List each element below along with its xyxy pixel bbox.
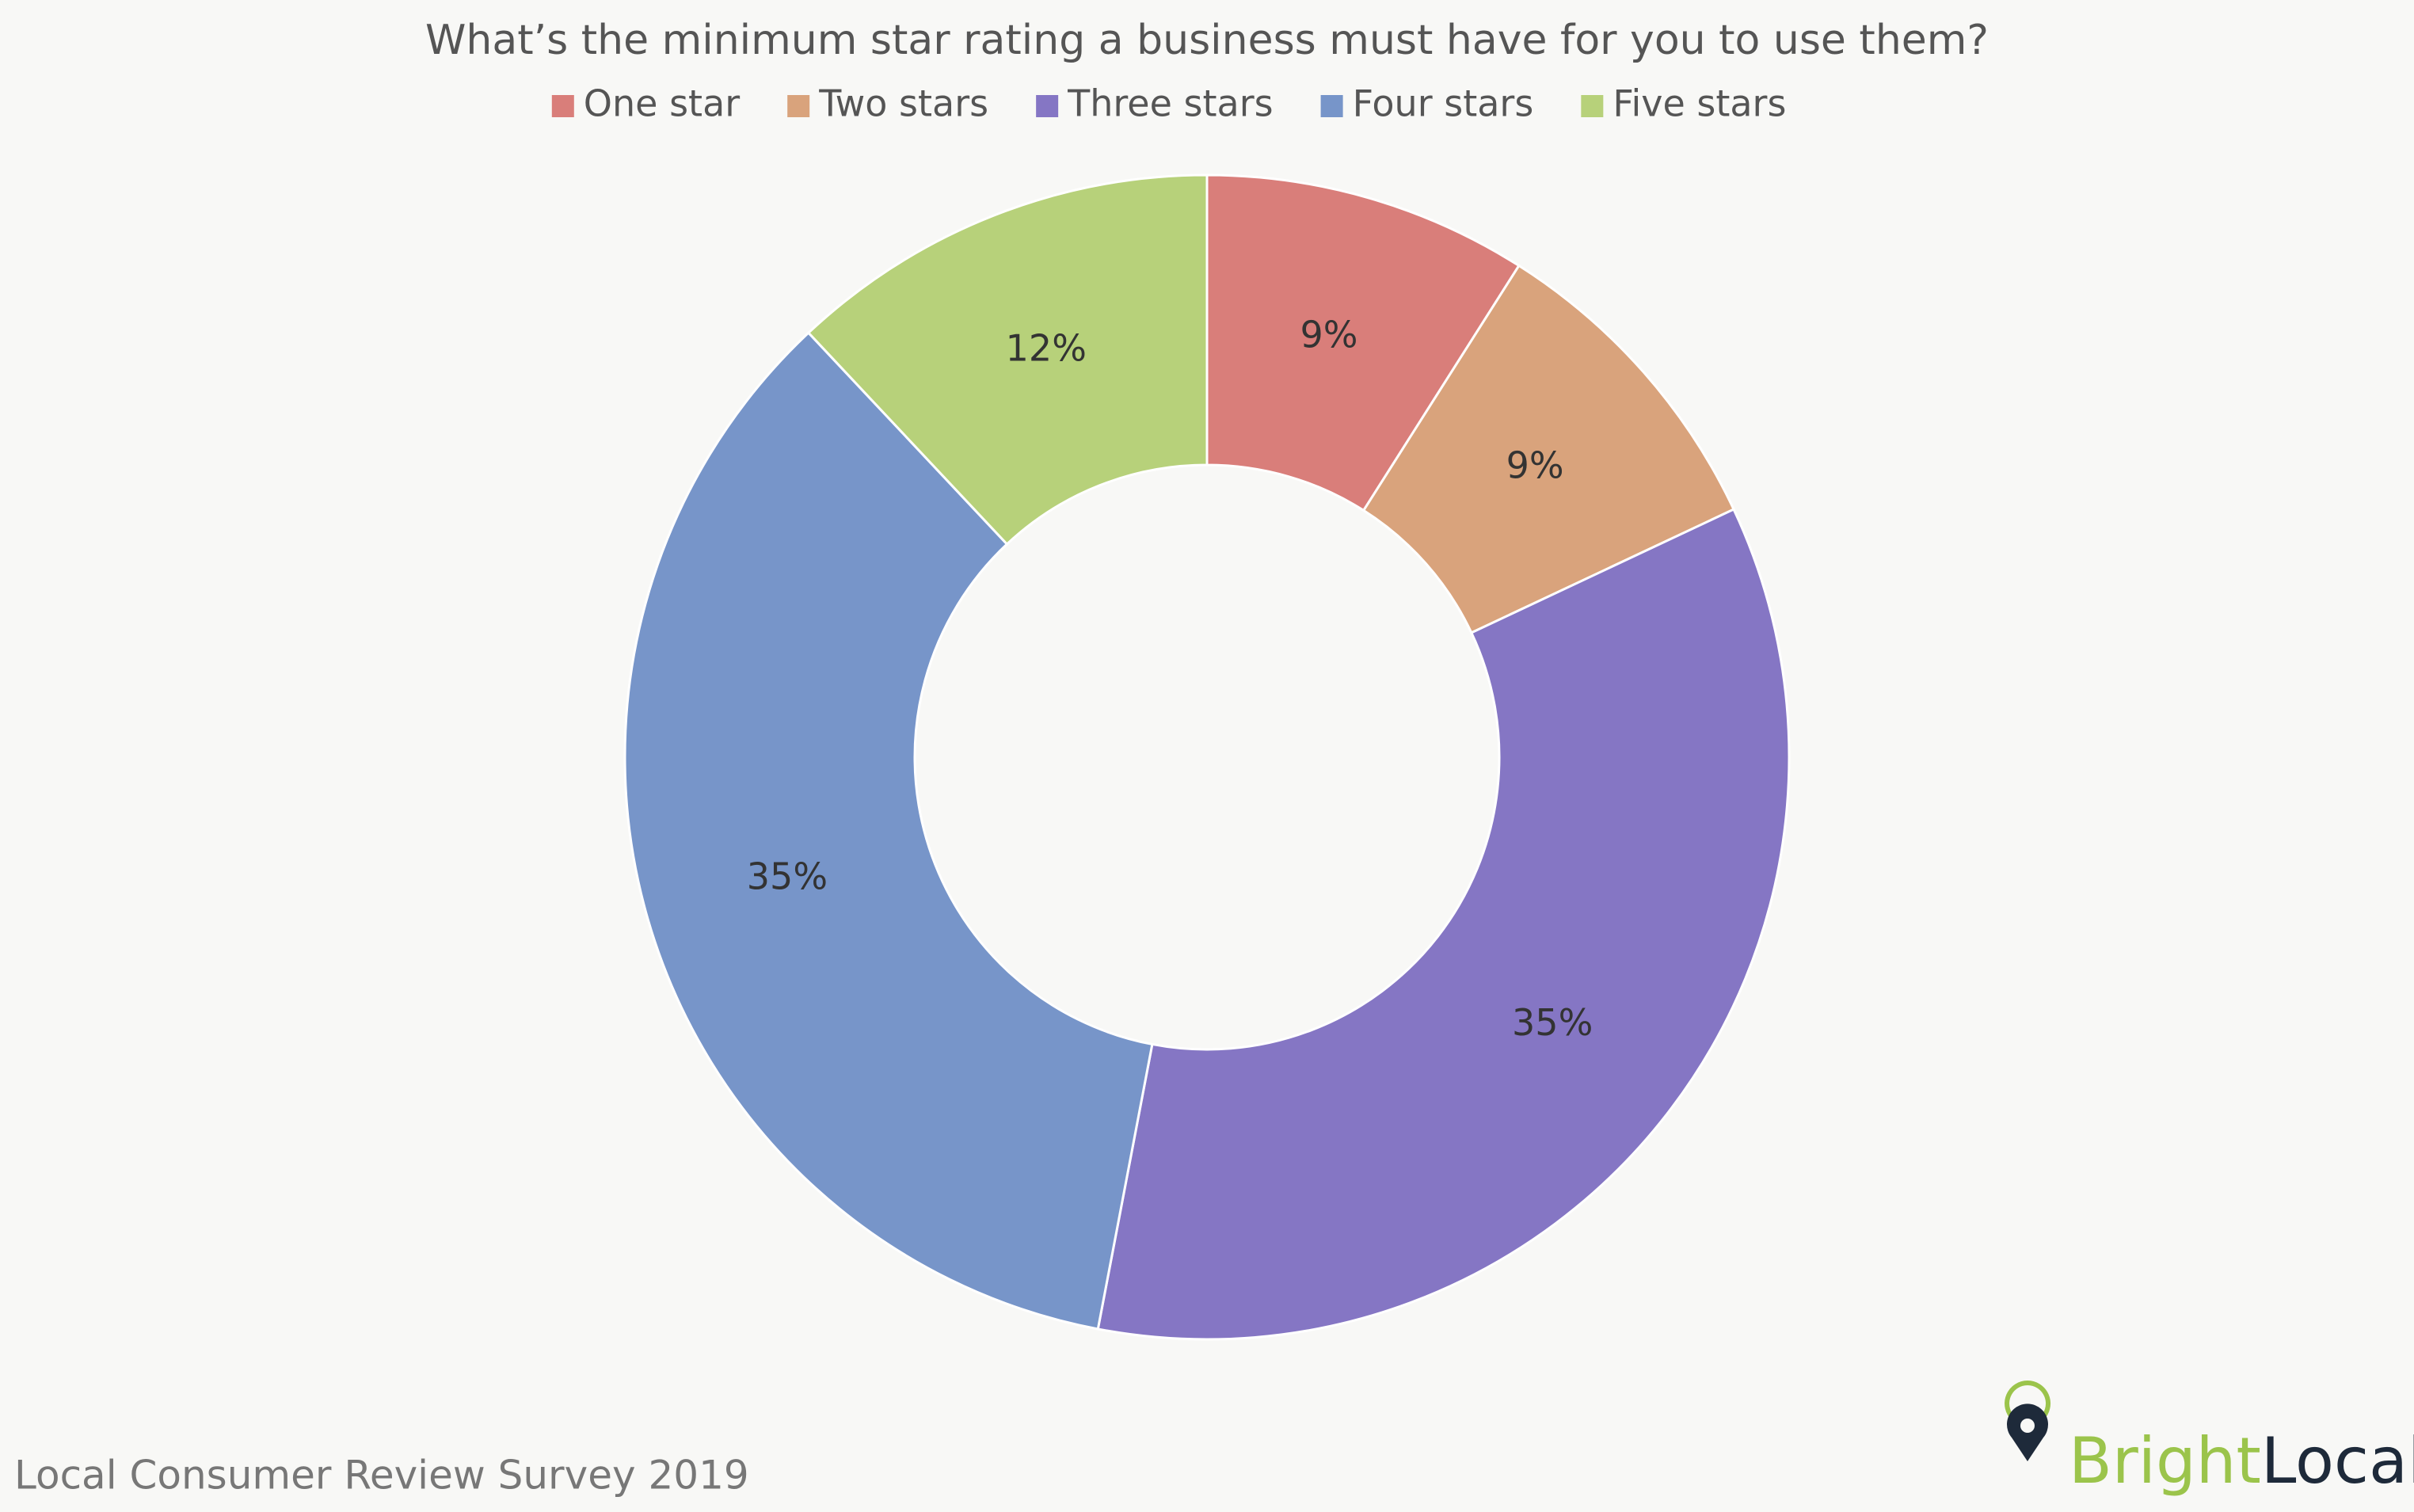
legend: One star Two stars Three stars Four stars Fi… [551, 82, 1786, 125]
data-label: 35% [747, 855, 828, 898]
donut: 9% 9% 35% 35% 12% [623, 173, 1791, 1341]
legend-label: Four stars [1353, 82, 1534, 125]
legend-swatch [1581, 95, 1604, 117]
legend-label: One star [584, 82, 740, 125]
logo-first: Bright [2069, 1424, 2261, 1498]
legend-swatch [1320, 95, 1343, 117]
data-label: 12% [1006, 326, 1087, 369]
data-label: 9% [1506, 444, 1564, 486]
logo-pin-hole [2020, 1419, 2035, 1433]
legend-swatch [551, 95, 574, 117]
logo-second: Local [2261, 1424, 2414, 1498]
data-label: 9% [1300, 313, 1358, 356]
logo-text: BrightLocal [2069, 1424, 2414, 1498]
donut-slice [1205, 173, 1521, 512]
legend-label: Three stars [1067, 82, 1273, 125]
legend-swatch [1036, 95, 1059, 117]
data-label: 35% [1512, 1001, 1593, 1044]
chart-title: What’s the minimum star rating a busines… [425, 17, 1989, 64]
logo: BrightLocal [2005, 1381, 2414, 1498]
donut-slice [623, 331, 1154, 1331]
footer: Local Consumer Review Survey 2019 [14, 1453, 749, 1499]
legend-label: Five stars [1613, 82, 1786, 125]
donut-slice [1096, 508, 1791, 1341]
donut-slice [1361, 264, 1736, 634]
legend-label: Two stars [818, 82, 988, 125]
donut-slice [806, 173, 1209, 547]
legend-swatch [787, 95, 810, 117]
